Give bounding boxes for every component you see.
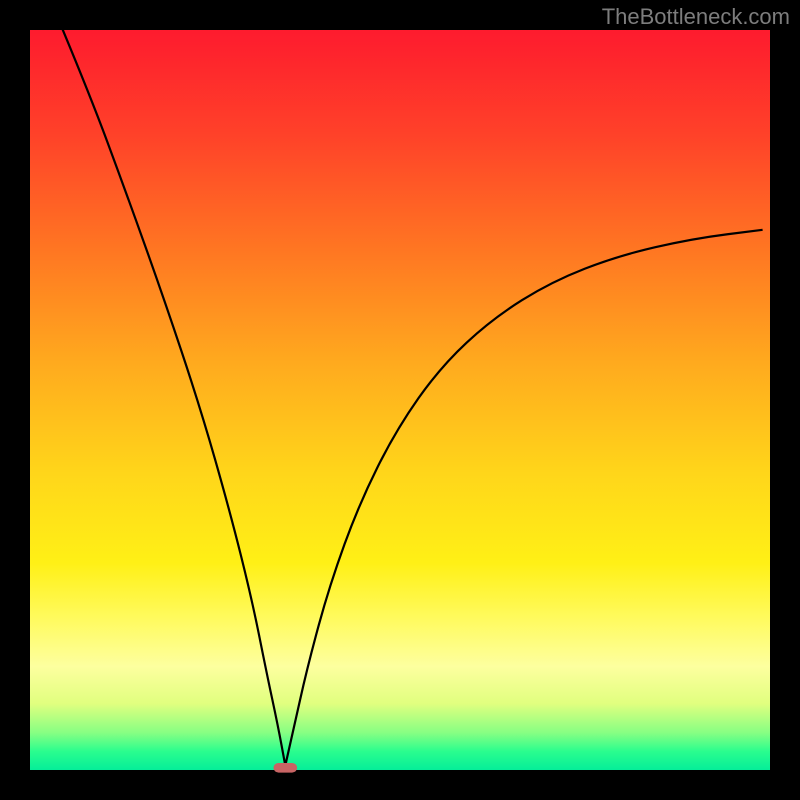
watermark-text: TheBottleneck.com	[602, 4, 790, 30]
plot-background	[30, 30, 770, 770]
optimum-marker	[273, 763, 297, 773]
bottleneck-chart	[0, 0, 800, 800]
